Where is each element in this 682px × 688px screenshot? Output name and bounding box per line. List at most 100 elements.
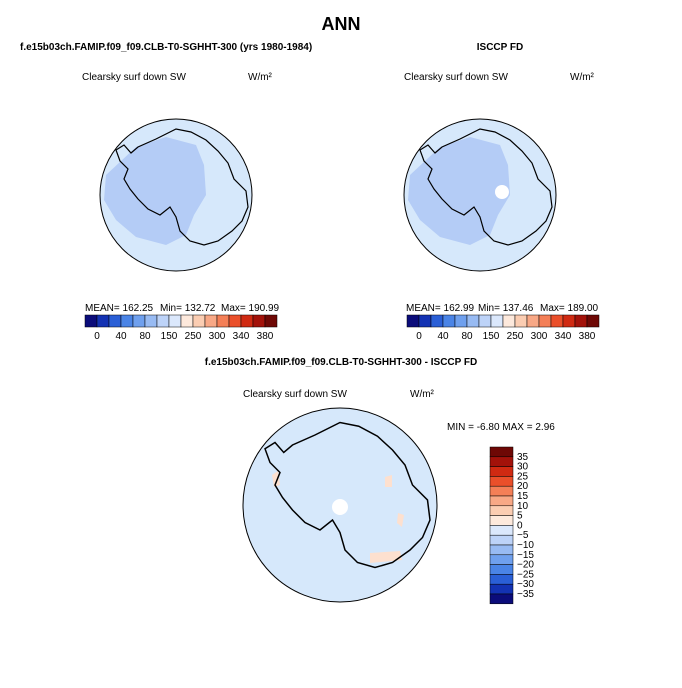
colorbar-swatch: [489, 534, 514, 546]
colorbar-swatch: [84, 314, 98, 328]
colorbar-swatch: [489, 466, 514, 477]
colorbar-swatch: [454, 314, 468, 328]
colorbar-label: −10: [517, 540, 534, 551]
colorbar-swatch: [168, 314, 182, 328]
colorbar-swatch: [489, 593, 514, 605]
panel-units: W/m²: [570, 72, 595, 83]
colorbar-swatch: [478, 314, 492, 328]
region: [370, 551, 402, 563]
colorbar-swatch: [489, 505, 514, 516]
colorbar-swatch: [489, 446, 514, 458]
colorbar-label: 5: [517, 511, 523, 522]
panel-subtitle: Clearsky surf down SW: [243, 389, 347, 400]
colorbar-label: 380: [579, 331, 596, 342]
colorbar-label: 40: [437, 331, 449, 342]
map: [242, 407, 438, 603]
colorbar-swatch: [489, 574, 514, 585]
colorbar-swatch: [228, 314, 242, 328]
colorbar-label: 340: [233, 331, 250, 342]
colorbar-label: −35: [517, 589, 534, 600]
missing-data: [332, 499, 348, 515]
colorbar-swatch: [489, 583, 514, 595]
colorbar-label: 20: [517, 481, 529, 492]
colorbar-swatch: [418, 314, 432, 328]
colorbar-swatch: [264, 314, 278, 328]
colorbar-swatch: [489, 485, 514, 497]
colorbar-label: 35: [517, 452, 529, 463]
colorbar-label: 80: [139, 331, 151, 342]
colorbar-swatch: [466, 314, 480, 328]
stat: Min= 137.46: [478, 303, 534, 314]
colorbar-swatch: [156, 314, 170, 328]
colorbar-swatch: [240, 314, 254, 328]
colorbar-swatch: [204, 314, 218, 328]
colorbar-swatch: [489, 515, 514, 526]
panel-subtitle: Clearsky surf down SW: [82, 72, 186, 83]
missing-data: [495, 185, 509, 199]
colorbar-label: 0: [416, 331, 422, 342]
figure-title: ANN: [322, 14, 361, 34]
colorbar-label: −5: [517, 530, 529, 541]
colorbar-swatch: [489, 456, 514, 467]
colorbar-label: 150: [483, 331, 500, 342]
colorbar-label: −15: [517, 550, 534, 561]
stat: Max= 190.99: [221, 303, 280, 314]
colorbar-swatch: [502, 314, 516, 328]
region: [397, 513, 404, 527]
colorbar-swatch: [132, 314, 146, 328]
map: [403, 118, 557, 272]
region: [272, 471, 280, 487]
stat: Min= 132.72: [160, 303, 216, 314]
colorbar-label: −20: [517, 560, 534, 571]
colorbar-swatch: [489, 525, 514, 536]
stat: MIN = -6.80 MAX = 2.96: [447, 422, 555, 433]
colorbar-swatch: [489, 564, 514, 575]
colorbar-label: 250: [507, 331, 524, 342]
colorbar-swatch: [180, 314, 194, 328]
colorbar-swatch: [489, 495, 514, 507]
colorbar-swatch: [406, 314, 420, 328]
colorbar-label: 250: [185, 331, 202, 342]
colorbar-swatch: [489, 544, 514, 556]
colorbar-swatch: [252, 314, 266, 328]
colorbar-swatch: [442, 314, 456, 328]
colorbar-swatch: [144, 314, 158, 328]
panel-header: ISCCP FD: [477, 42, 524, 53]
colorbar-label: 10: [517, 501, 529, 512]
panel-units: W/m²: [248, 72, 273, 83]
stat: MEAN= 162.25: [85, 303, 154, 314]
panel-subtitle: Clearsky surf down SW: [404, 72, 508, 83]
colorbar-label: 150: [161, 331, 178, 342]
colorbar-swatch: [96, 314, 110, 328]
colorbar-label: 0: [517, 520, 523, 531]
panel-header: f.e15b03ch.FAMIP.f09_f09.CLB-T0-SGHHT-30…: [20, 42, 312, 53]
colorbar-label: 15: [517, 491, 529, 502]
colorbar-swatch: [490, 314, 504, 328]
colorbar-label: 40: [115, 331, 127, 342]
stat: Max= 189.00: [540, 303, 599, 314]
stat: MEAN= 162.99: [406, 303, 475, 314]
colorbar-label: 80: [461, 331, 473, 342]
colorbar-label: 30: [517, 462, 529, 473]
colorbar-swatch: [586, 314, 600, 328]
colorbar-swatch: [108, 314, 122, 328]
colorbar-swatch: [538, 314, 552, 328]
colorbar-swatch: [562, 314, 576, 328]
region: [385, 475, 392, 487]
colorbar-swatch: [526, 314, 540, 328]
colorbar-swatch: [430, 314, 444, 328]
panel-header: f.e15b03ch.FAMIP.f09_f09.CLB-T0-SGHHT-30…: [205, 357, 478, 368]
colorbar-label: 300: [531, 331, 548, 342]
colorbar-swatch: [216, 314, 230, 328]
colorbar-label: −30: [517, 579, 534, 590]
colorbar-label: −25: [517, 569, 534, 580]
colorbar-swatch: [120, 314, 134, 328]
colorbar-swatch: [514, 314, 528, 328]
colorbar-swatch: [489, 476, 514, 487]
colorbar-swatch: [192, 314, 206, 328]
colorbar-label: 340: [555, 331, 572, 342]
panel-units: W/m²: [410, 389, 435, 400]
colorbar-swatch: [574, 314, 588, 328]
colorbar-label: 300: [209, 331, 226, 342]
